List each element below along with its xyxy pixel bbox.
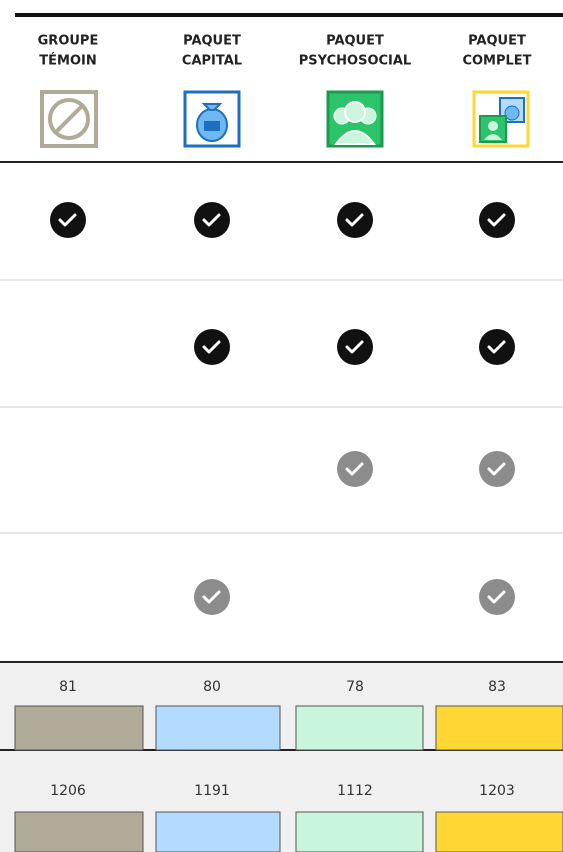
stat-value: 1206 xyxy=(50,783,86,799)
check-tick xyxy=(345,213,364,227)
check-mark xyxy=(479,579,515,615)
check-mark xyxy=(337,202,373,238)
check-tick xyxy=(487,462,506,476)
check-tick xyxy=(345,462,364,476)
column-header: COMPLET xyxy=(462,54,531,69)
check-mark xyxy=(479,202,515,238)
check-tick xyxy=(202,213,221,227)
column-header: GROUPE xyxy=(38,34,99,49)
check-mark xyxy=(50,202,86,238)
check-mark xyxy=(337,329,373,365)
stat-value: 1203 xyxy=(479,783,515,799)
stat-value: 81 xyxy=(59,679,77,695)
check-tick xyxy=(202,590,221,604)
stat-bar xyxy=(14,811,144,852)
stat-bar xyxy=(435,705,563,751)
stat-bar xyxy=(155,705,281,751)
column-header: TÉMOIN xyxy=(39,53,96,69)
check-mark xyxy=(194,579,230,615)
stat-value: 80 xyxy=(203,679,221,695)
column-header: CAPITAL xyxy=(182,54,242,69)
check-tick xyxy=(487,340,506,354)
column-header: PAQUET xyxy=(468,34,526,49)
check-tick xyxy=(202,340,221,354)
icon-psychosocial xyxy=(326,90,384,148)
column-header: PAQUET xyxy=(183,34,241,49)
icon-complete xyxy=(472,90,530,148)
check-mark xyxy=(337,451,373,487)
column-header: PAQUET xyxy=(326,34,384,49)
stat-bar xyxy=(155,811,281,852)
check-tick xyxy=(345,340,364,354)
check-mark xyxy=(479,451,515,487)
check-tick xyxy=(58,213,77,227)
stat-bar xyxy=(435,811,563,852)
check-tick xyxy=(487,590,506,604)
icon-capital xyxy=(183,90,241,148)
check-tick xyxy=(487,213,506,227)
stat-value: 1191 xyxy=(194,783,230,799)
stat-value: 83 xyxy=(488,679,506,695)
check-mark xyxy=(194,202,230,238)
stat-bar xyxy=(14,705,144,751)
stat-value: 78 xyxy=(346,679,364,695)
column-header: PSYCHOSOCIAL xyxy=(299,54,411,69)
stat-value: 1112 xyxy=(337,783,373,799)
stat-bar xyxy=(295,705,424,751)
icon-control xyxy=(40,90,98,148)
check-mark xyxy=(194,329,230,365)
stat-bar xyxy=(295,811,424,852)
check-mark xyxy=(479,329,515,365)
